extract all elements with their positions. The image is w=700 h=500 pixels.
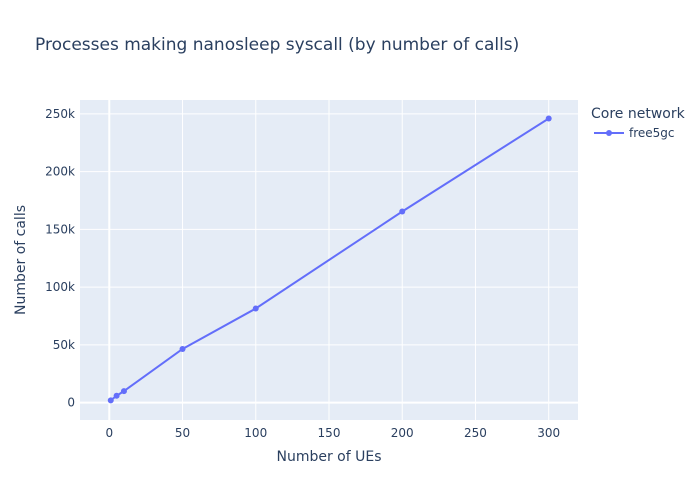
x-tick-label: 50 <box>175 426 190 440</box>
y-tick-label: 200k <box>45 165 75 179</box>
x-tick-label: 200 <box>391 426 414 440</box>
y-tick-label: 100k <box>45 280 75 294</box>
grid-lines <box>80 100 578 420</box>
chart-title: Processes making nanosleep syscall (by n… <box>35 35 519 55</box>
data-point <box>252 305 259 312</box>
x-tick-label: 250 <box>464 426 487 440</box>
legend-marker-icon <box>606 130 612 136</box>
legend-items: free5gc <box>594 126 675 140</box>
data-point <box>545 115 552 122</box>
series-points <box>107 115 552 404</box>
x-tick-labels: 0 50 100 150 200 250 300 <box>105 426 560 440</box>
data-point <box>120 388 127 395</box>
data-point <box>113 392 120 399</box>
legend: Core network free5gc <box>591 106 686 140</box>
data-point <box>107 397 114 404</box>
y-tick-label: 0 <box>67 396 75 410</box>
x-tick-label: 300 <box>537 426 560 440</box>
y-tick-labels: 0 50k 100k 150k 200k 250k <box>45 107 75 410</box>
x-tick-label: 100 <box>244 426 267 440</box>
y-tick-label: 50k <box>53 338 75 352</box>
y-tick-label: 150k <box>45 222 75 236</box>
data-point <box>399 208 406 215</box>
x-tick-label: 0 <box>105 426 113 440</box>
legend-title: Core network <box>591 106 686 122</box>
x-axis-title: Number of UEs <box>276 449 381 465</box>
y-tick-label: 250k <box>45 107 75 121</box>
x-tick-label: 150 <box>318 426 341 440</box>
y-axis-title: Number of calls <box>13 205 29 315</box>
legend-item-label: free5gc <box>629 126 675 140</box>
data-point <box>179 345 186 352</box>
